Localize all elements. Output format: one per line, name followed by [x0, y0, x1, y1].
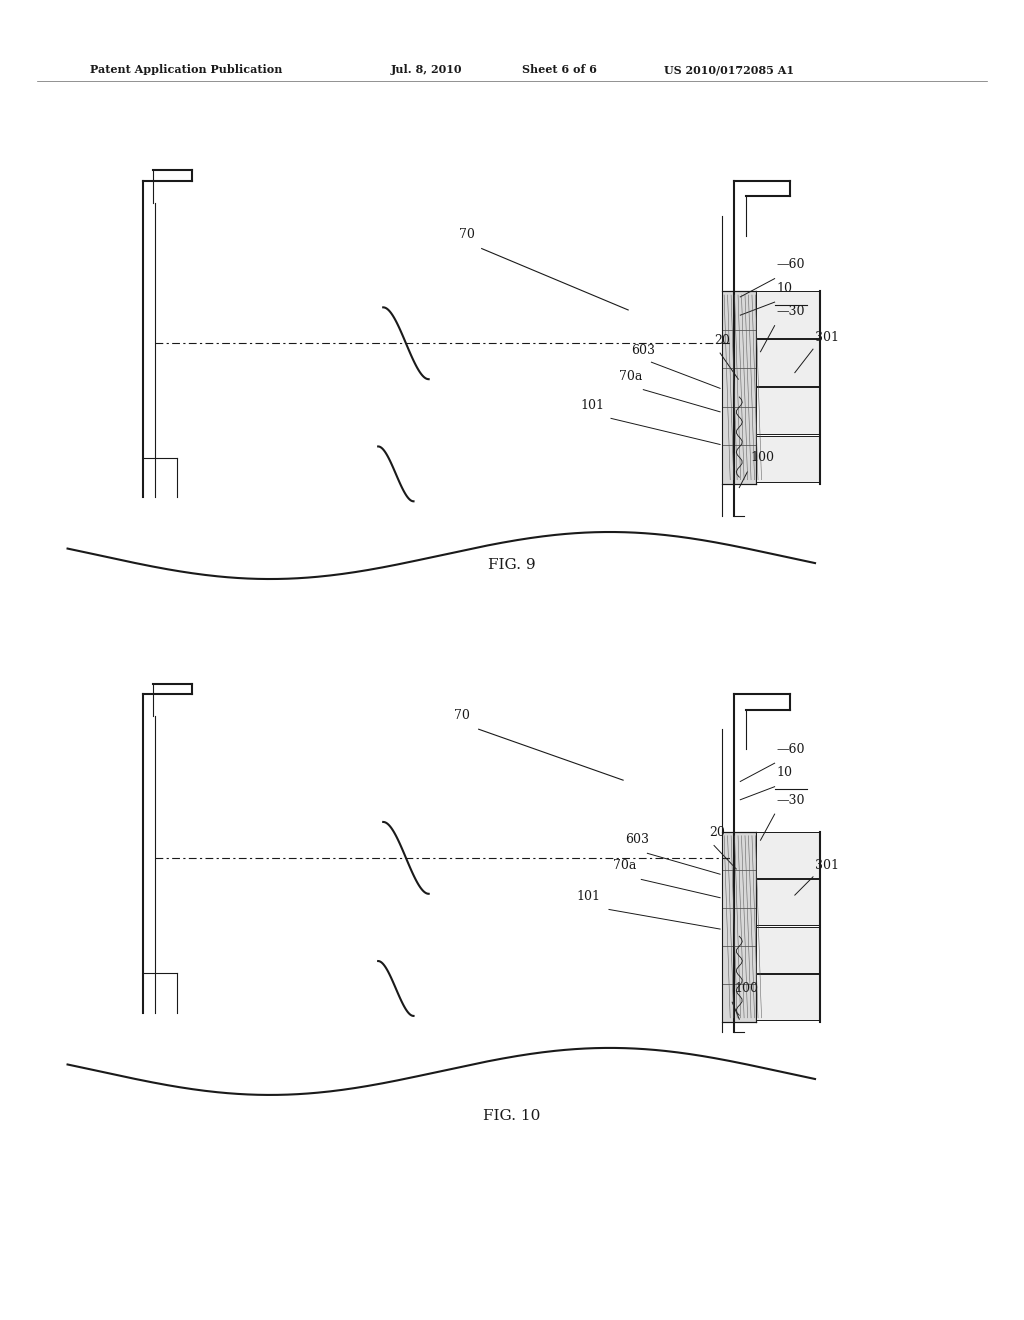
Bar	[757, 974, 820, 1020]
Text: 70: 70	[454, 709, 469, 722]
Text: —60: —60	[776, 259, 805, 271]
Text: Jul. 8, 2010: Jul. 8, 2010	[391, 65, 462, 75]
Bar	[722, 832, 757, 1022]
Text: FIG. 9: FIG. 9	[488, 557, 536, 572]
Text: 10: 10	[776, 281, 793, 294]
Text: 101: 101	[577, 890, 601, 903]
Text: Patent Application Publication: Patent Application Publication	[90, 65, 283, 75]
Text: 20: 20	[709, 826, 725, 840]
Bar	[757, 927, 820, 973]
Text: 101: 101	[581, 399, 605, 412]
Bar	[757, 832, 820, 878]
Bar	[722, 290, 757, 483]
Bar	[757, 879, 820, 925]
Text: 301: 301	[815, 331, 839, 345]
Bar	[757, 290, 820, 338]
Bar	[757, 436, 820, 482]
Text: US 2010/0172085 A1: US 2010/0172085 A1	[664, 65, 794, 75]
Text: 301: 301	[815, 859, 839, 873]
Text: —60: —60	[776, 743, 805, 756]
Text: 70a: 70a	[620, 371, 642, 384]
Text: 603: 603	[625, 833, 649, 846]
Text: 100: 100	[734, 982, 758, 995]
Bar	[757, 387, 820, 434]
Text: 70: 70	[459, 228, 474, 242]
Bar	[757, 339, 820, 385]
Text: —30: —30	[776, 305, 805, 318]
Text: FIG. 10: FIG. 10	[483, 1109, 541, 1123]
Text: 70a: 70a	[613, 859, 636, 873]
Text: 100: 100	[751, 451, 774, 465]
Text: 20: 20	[714, 334, 730, 347]
Text: Sheet 6 of 6: Sheet 6 of 6	[522, 65, 597, 75]
Text: 10: 10	[776, 766, 793, 779]
Text: 603: 603	[631, 345, 655, 358]
Text: —30: —30	[776, 793, 805, 807]
